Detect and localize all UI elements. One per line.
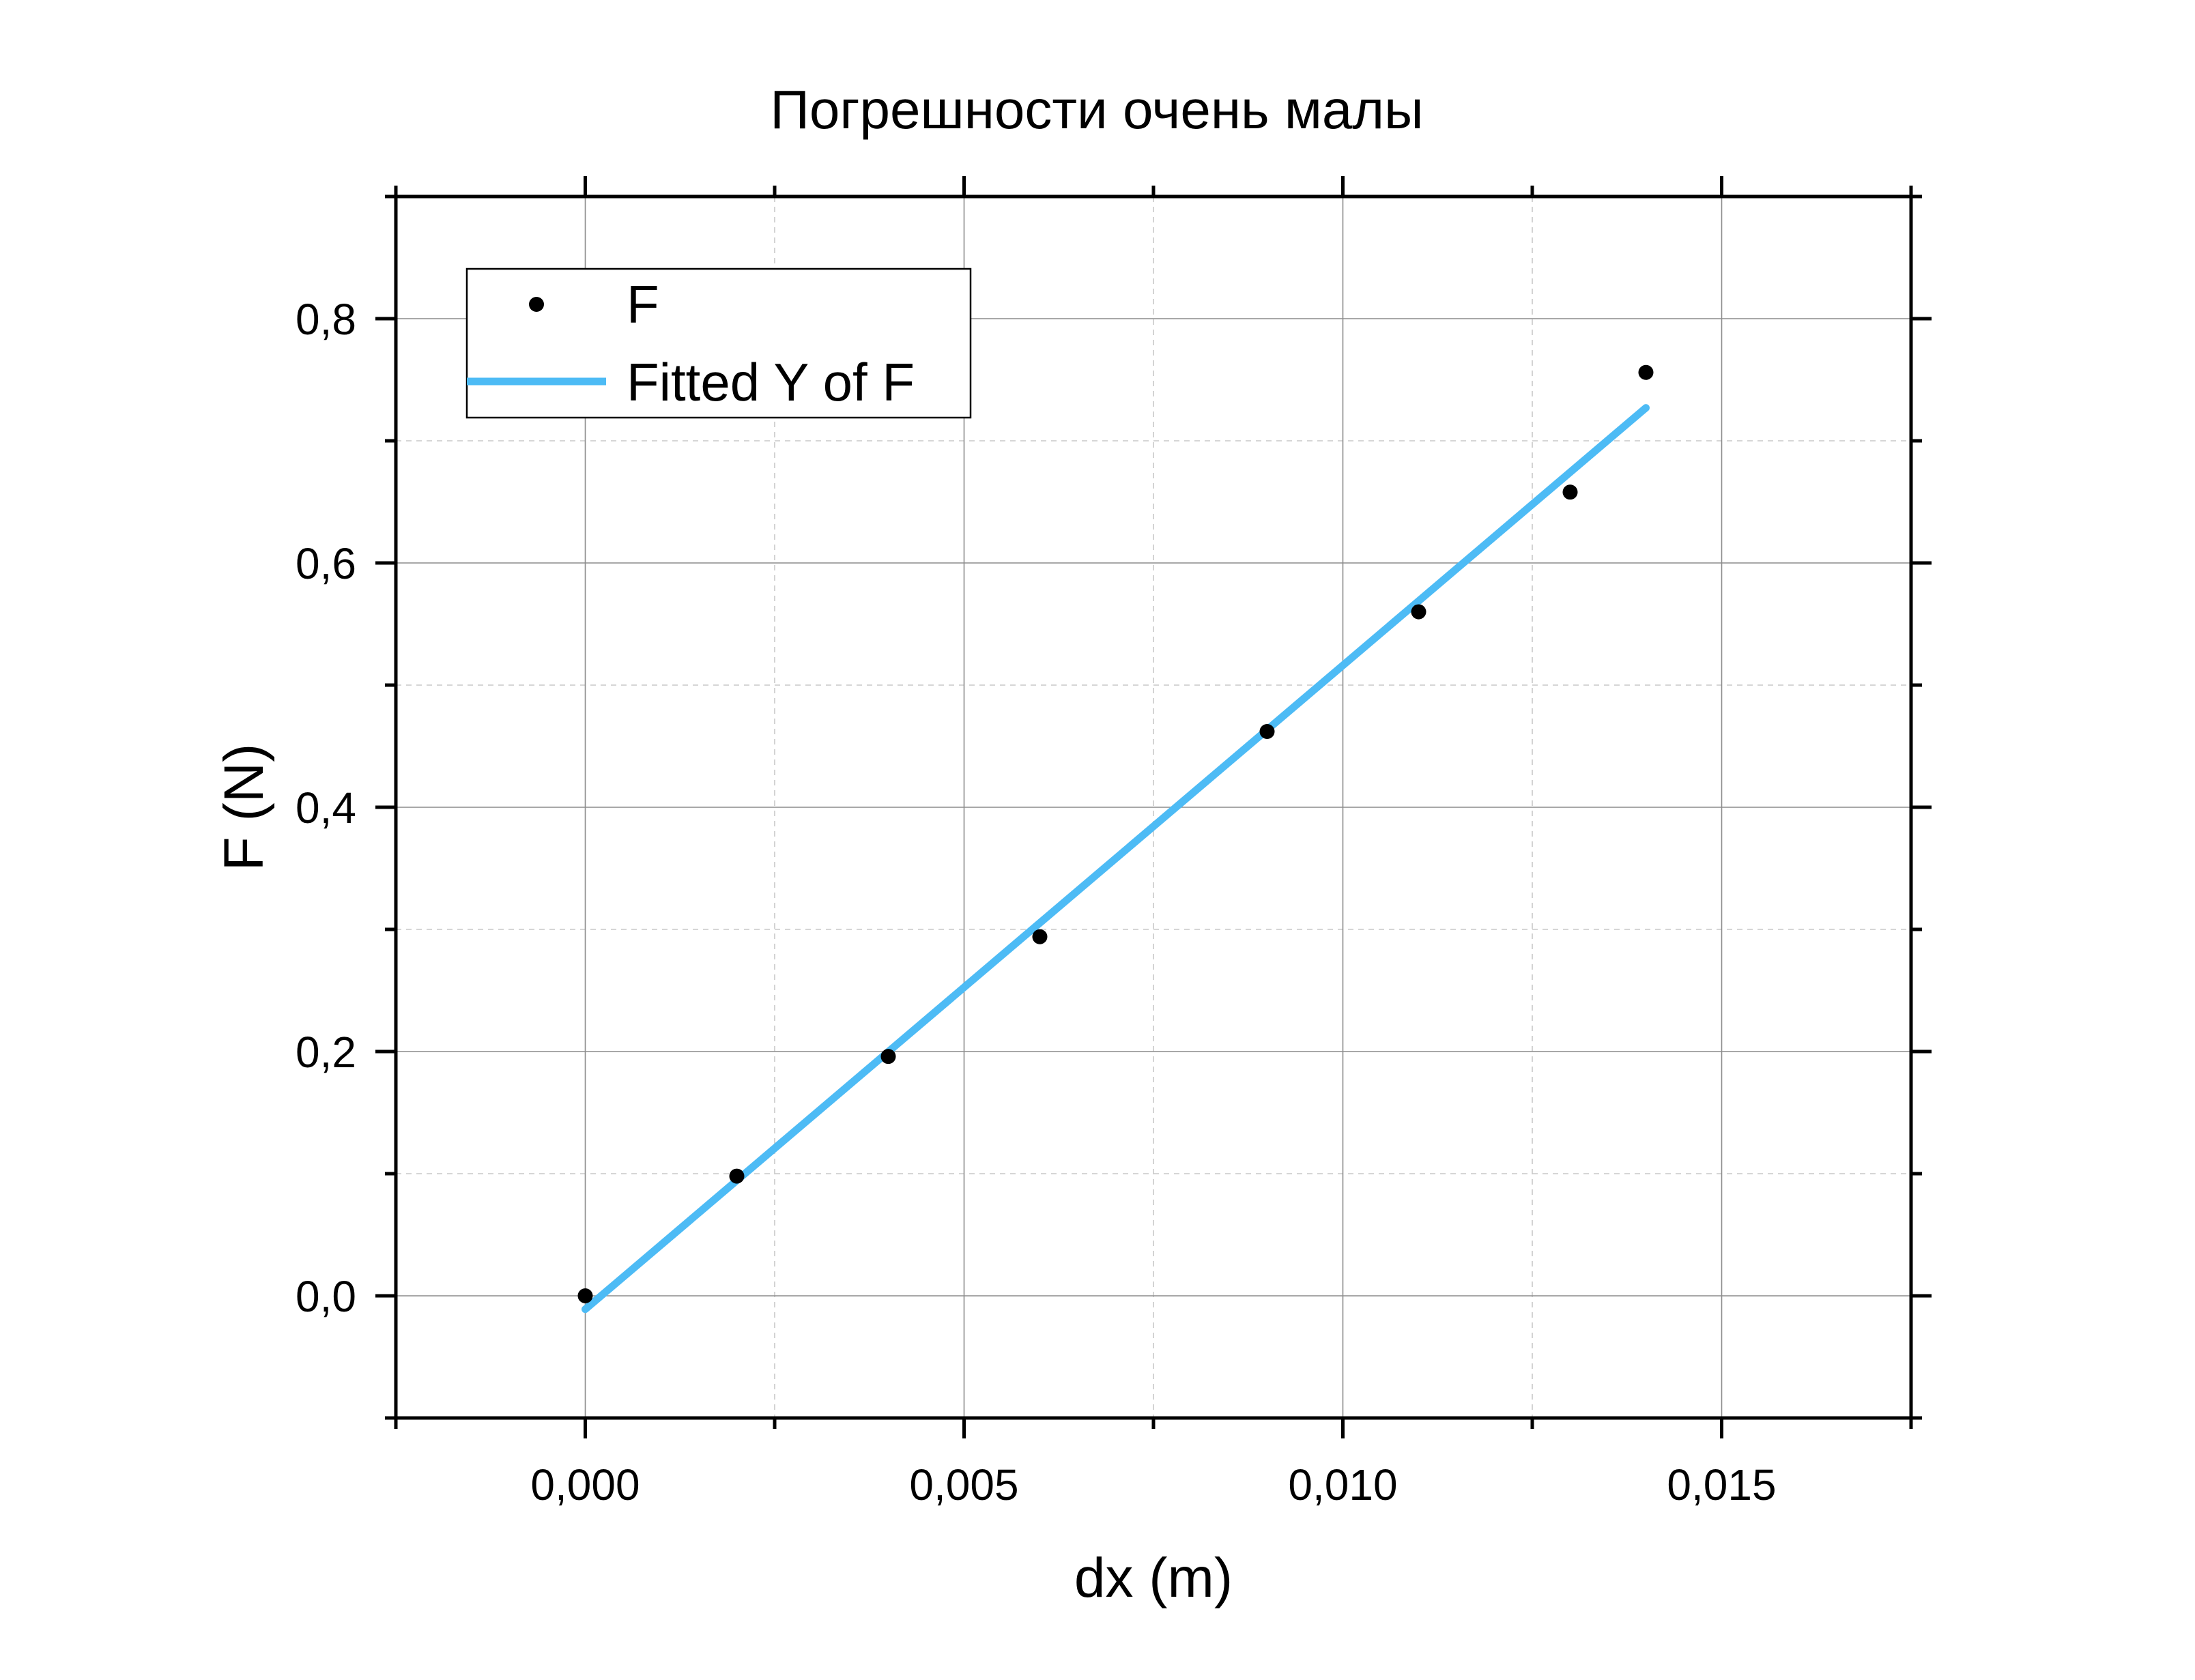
x-tick-label: 0,015 (1667, 1460, 1776, 1509)
legend-box (465, 267, 972, 419)
data-point (1562, 484, 1578, 500)
legend: F Fitted Y of F (465, 267, 972, 419)
data-point (1032, 929, 1048, 944)
tick-labels: 0,000 0,005 0,010 0,015 0,0 0,2 0,4 0,6 0,8 (296, 295, 1777, 1509)
x-tick-label: 0,005 (909, 1460, 1018, 1509)
legend-marker-f (529, 297, 544, 312)
y-tick-label: 0,2 (296, 1028, 356, 1077)
chart-title: Погрешности очень малы (770, 79, 1423, 140)
y-tick-label: 0,4 (296, 783, 356, 832)
y-tick-label: 0,8 (296, 295, 356, 344)
y-tick-label: 0,6 (296, 539, 356, 588)
data-point (729, 1168, 745, 1184)
legend-label-fitted-y-of-f: Fitted Y of F (627, 352, 915, 412)
data-point (1411, 604, 1426, 620)
fit-line-layer (582, 404, 1650, 1314)
data-point-layer (577, 364, 1654, 1303)
x-axis-label: dx (m) (1074, 1547, 1233, 1609)
y-tick-label: 0,0 (296, 1272, 356, 1321)
data-point (1259, 724, 1275, 740)
y-axis-label: F (N) (213, 744, 275, 871)
x-tick-label: 0,010 (1288, 1460, 1397, 1509)
data-point (1638, 364, 1654, 380)
data-point (880, 1049, 896, 1065)
legend-label-f: F (627, 274, 659, 334)
data-point (577, 1288, 593, 1303)
axis-ticks (375, 176, 1932, 1438)
x-tick-label: 0,000 (530, 1460, 640, 1509)
fitted-line (582, 404, 1650, 1314)
